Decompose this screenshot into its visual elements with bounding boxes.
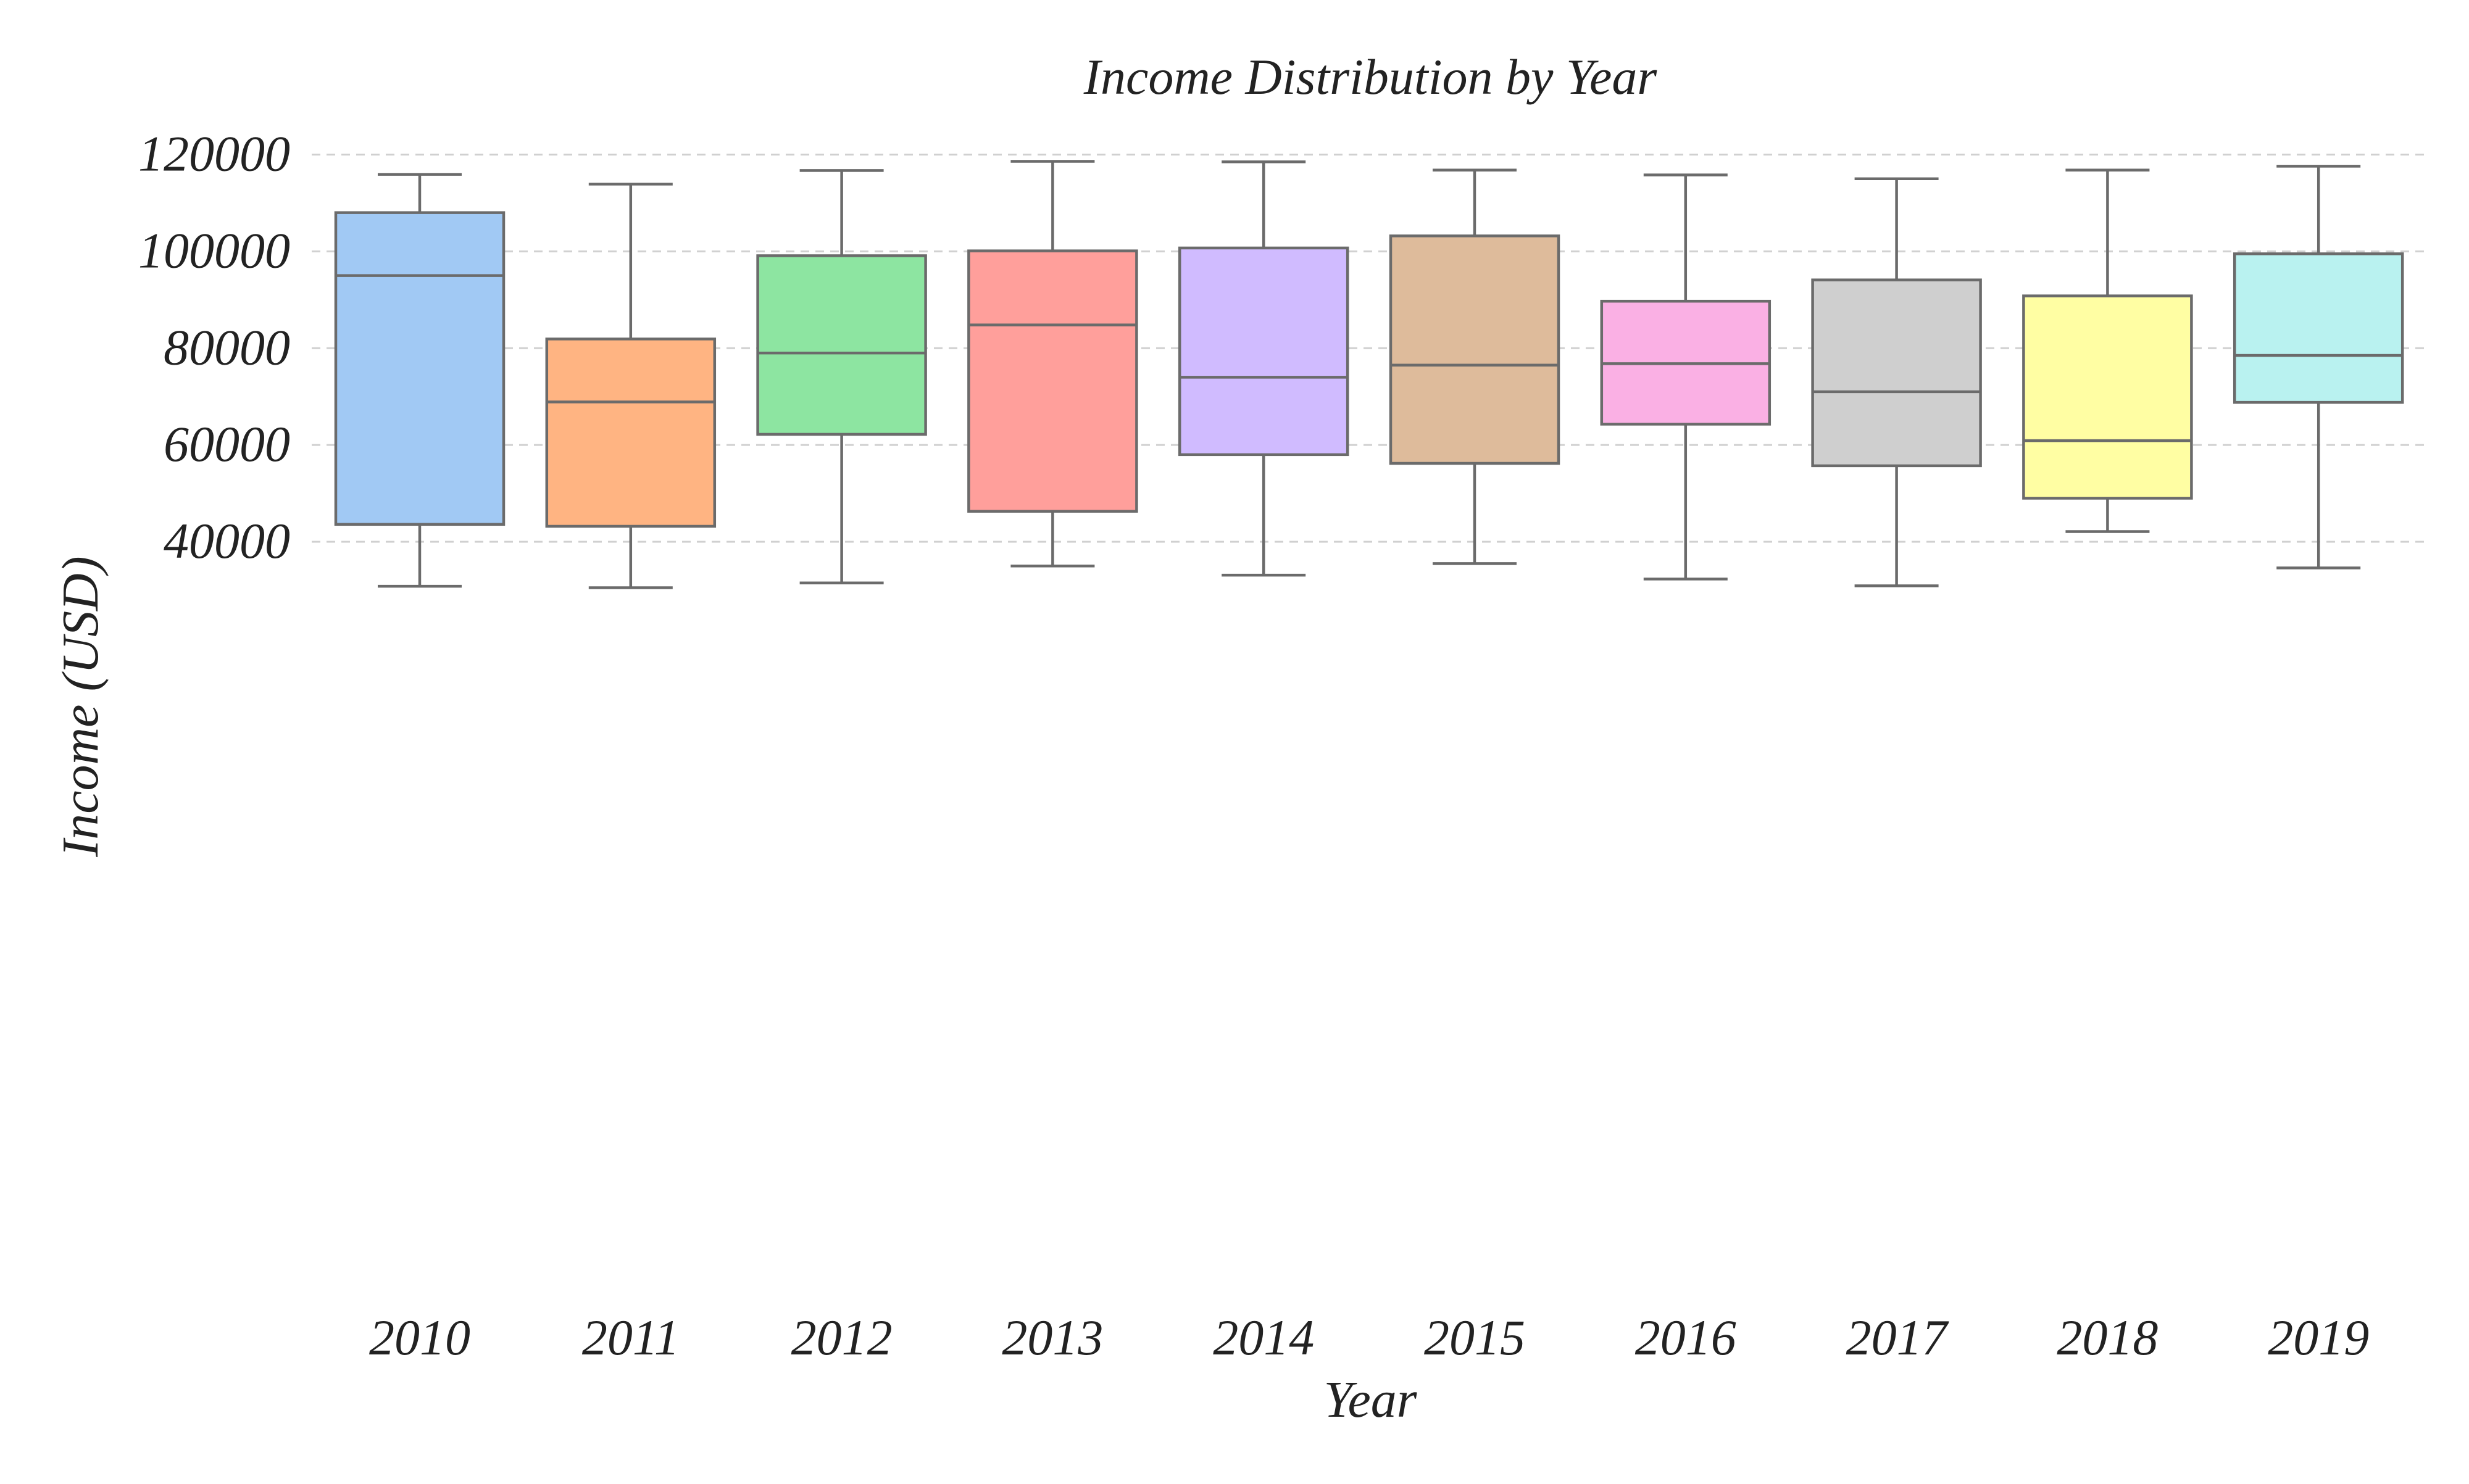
box-2014 [1178, 160, 1349, 577]
x-tick-label-2016: 2016 [1635, 1309, 1736, 1366]
y-tick-label-60000: 60000 [164, 416, 290, 472]
box-2013 [967, 160, 1138, 568]
x-tick-label-2011: 2011 [582, 1309, 680, 1366]
iqr-box-2011 [545, 338, 717, 528]
box-2019 [2233, 165, 2404, 570]
box-2015 [1389, 168, 1560, 565]
y-tick-label-100000: 100000 [138, 222, 290, 278]
box-layer [334, 160, 2404, 589]
tick-layer: 40000 60000 80000 100000 120000 2010 2011 2012 2… [138, 126, 2369, 1366]
iqr-box-2019 [2233, 252, 2404, 404]
chart-title: Income Distribution by Year [1083, 49, 1658, 105]
x-tick-label-2019: 2019 [2268, 1309, 2369, 1366]
iqr-box-2017 [1811, 278, 1982, 468]
grid-layer [312, 154, 2426, 543]
x-tick-label-2017: 2017 [1846, 1309, 1949, 1366]
box-2010 [334, 173, 506, 588]
y-tick-label-40000: 40000 [164, 513, 290, 569]
iqr-box-2018 [2022, 294, 2193, 500]
x-tick-label-2015: 2015 [1424, 1309, 1525, 1366]
box-2018 [2022, 168, 2193, 533]
box-2011 [545, 183, 717, 589]
box-2016 [1600, 173, 1772, 581]
x-tick-label-2012: 2012 [791, 1309, 893, 1366]
iqr-box-2015 [1389, 234, 1560, 465]
iqr-box-2010 [334, 211, 506, 526]
y-tick-label-120000: 120000 [138, 126, 290, 182]
box-2017 [1811, 177, 1982, 587]
y-tick-label-80000: 80000 [164, 319, 290, 375]
x-tick-label-2013: 2013 [1002, 1309, 1103, 1366]
box-2012 [756, 169, 927, 584]
y-axis-label: Income (USD) [52, 556, 109, 857]
x-tick-label-2018: 2018 [2057, 1309, 2158, 1366]
x-axis-label: Year [1324, 1371, 1417, 1428]
x-tick-label-2014: 2014 [1213, 1309, 1314, 1366]
iqr-box-2013 [967, 249, 1138, 513]
x-tick-label-2010: 2010 [369, 1309, 470, 1366]
iqr-box-2012 [756, 254, 927, 436]
iqr-box-2014 [1178, 246, 1349, 457]
